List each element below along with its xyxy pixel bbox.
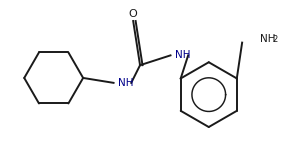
Text: O: O	[129, 9, 138, 19]
Text: NH: NH	[118, 78, 134, 88]
Text: 2: 2	[273, 35, 278, 44]
Text: NH: NH	[175, 50, 191, 60]
Text: NH: NH	[260, 34, 275, 44]
